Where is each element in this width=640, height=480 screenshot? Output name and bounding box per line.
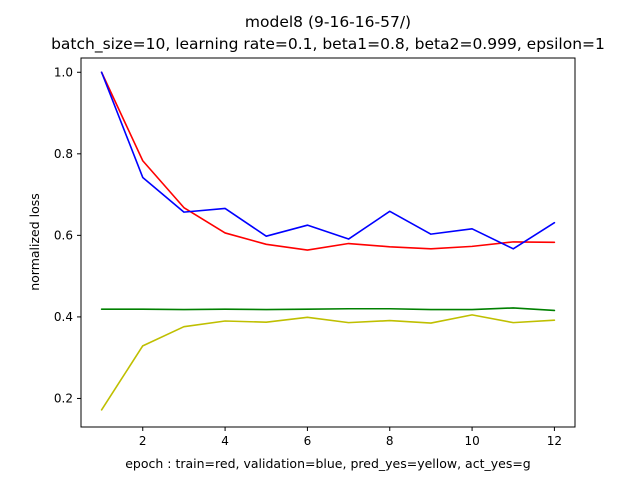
y-axis: 0.2 0.4 0.6 0.8 1.0 (54, 65, 81, 405)
y-tick-label: 1.0 (54, 65, 73, 79)
y-tick-label: 0.4 (54, 310, 73, 324)
x-tick-label: 12 (547, 434, 562, 448)
chart-subtitle: batch_size=10, learning rate=0.1, beta1=… (51, 35, 605, 54)
y-tick-label: 0.6 (54, 228, 73, 242)
x-tick-label: 2 (139, 434, 147, 448)
series-line-1 (100, 71, 556, 251)
x-axis: 2 4 6 8 10 12 (139, 427, 562, 448)
y-axis-label: normalized loss (27, 193, 42, 291)
y-tick-label: 0.2 (54, 391, 73, 405)
x-tick-label: 4 (221, 434, 229, 448)
series-line-2 (100, 71, 556, 250)
y-tick-label: 0.8 (54, 147, 73, 161)
x-tick-label: 6 (304, 434, 312, 448)
x-tick-label: 10 (464, 434, 479, 448)
series-line-4 (100, 307, 556, 312)
x-tick-label: 8 (386, 434, 394, 448)
series-line-3 (100, 314, 556, 411)
series-layer (100, 71, 556, 411)
x-axis-label: epoch : train=red, validation=blue, pred… (125, 456, 531, 471)
chart-title: model8 (9-16-16-57/) (245, 13, 411, 31)
plot-frame (80, 57, 576, 428)
